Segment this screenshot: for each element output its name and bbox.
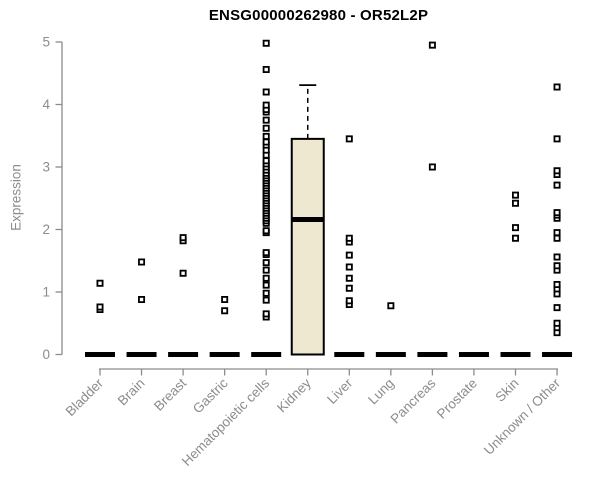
outlier-point (262, 310, 270, 318)
zero-median-bar (458, 352, 489, 357)
category-label: Unknown / Other (481, 375, 564, 458)
outlier-point (262, 274, 270, 282)
outlier-point (553, 167, 561, 175)
outlier-point (512, 191, 520, 199)
category-label: Liver (324, 375, 356, 407)
y-tick-label: 2 (42, 222, 50, 237)
outlier-point (262, 249, 270, 257)
outlier-point (96, 303, 104, 311)
y-tick-label: 5 (42, 35, 50, 50)
zero-median-bar (209, 352, 240, 357)
outlier-point (262, 101, 270, 109)
outlier-point (262, 289, 270, 297)
outlier-point (512, 224, 520, 232)
outlier-point (138, 258, 146, 266)
category-label: Brain (115, 376, 148, 409)
category-label: Gastric (190, 375, 231, 416)
outlier-point (262, 132, 270, 140)
outlier-point (553, 209, 561, 217)
outlier-point (179, 269, 187, 277)
category-label: Lung (365, 376, 397, 408)
outlier-point (262, 296, 270, 304)
box (290, 137, 325, 356)
outlier-point (553, 181, 561, 189)
category-label: Breast (151, 375, 189, 413)
outlier-point (512, 199, 520, 207)
outlier-point (262, 66, 270, 74)
outlier-point (179, 234, 187, 242)
outlier-point (553, 304, 561, 312)
outlier-point (221, 307, 229, 315)
outlier-point (96, 279, 104, 287)
zero-median-bar (126, 352, 157, 357)
outlier-point (553, 83, 561, 91)
outlier-point (428, 41, 436, 49)
outlier-point (512, 234, 520, 242)
outlier-point (262, 116, 270, 124)
median-line (291, 217, 324, 222)
outlier-point (553, 253, 561, 261)
outlier-point (345, 274, 353, 282)
outlier-point (262, 88, 270, 96)
zero-median-bar (375, 352, 406, 357)
zero-median-bar (168, 352, 199, 357)
outlier-point (262, 259, 270, 267)
zero-median-bar (542, 352, 573, 357)
outlier-point (262, 124, 270, 132)
category-label: Pancreas (388, 375, 439, 426)
outlier-point (387, 302, 395, 310)
y-tick-label: 4 (42, 97, 50, 112)
outlier-point (138, 295, 146, 303)
outlier-point (345, 284, 353, 292)
outlier-point (262, 227, 270, 235)
outlier-point (345, 251, 353, 259)
category-label: Kidney (274, 375, 314, 415)
zero-median-bar (500, 352, 531, 357)
outlier-point (553, 135, 561, 143)
outlier-point (262, 266, 270, 274)
outlier-point (262, 39, 270, 47)
outlier-point (553, 262, 561, 270)
zero-median-bar (251, 352, 282, 357)
zero-median-bar (417, 352, 448, 357)
outlier-point (345, 135, 353, 143)
zero-median-bar (334, 352, 365, 357)
outlier-point (221, 295, 229, 303)
outlier-point (345, 297, 353, 305)
category-label: Bladder (63, 375, 107, 419)
outlier-point (553, 229, 561, 237)
outlier-point (345, 263, 353, 271)
y-tick-label: 0 (42, 347, 50, 362)
outlier-point (428, 163, 436, 171)
zero-median-bar (85, 352, 115, 357)
chart-title: ENSG00000262980 - OR52L2P (208, 7, 429, 24)
outlier-point (345, 234, 353, 242)
outlier-point (262, 157, 270, 165)
outlier-point (553, 280, 561, 288)
outlier-point (553, 319, 561, 327)
y-tick-label: 1 (42, 285, 50, 300)
outlier-point (262, 138, 270, 146)
category-label: Skin (492, 376, 521, 405)
outlier-point (553, 234, 561, 242)
outlier-point (262, 281, 270, 289)
category-label: Prostate (434, 376, 480, 422)
y-tick-label: 3 (42, 160, 50, 175)
